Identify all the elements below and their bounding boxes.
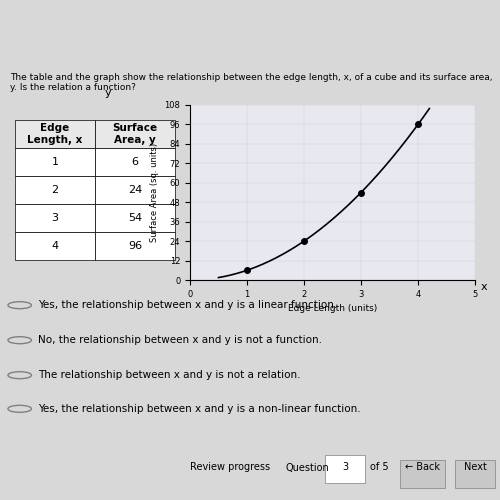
Text: 3: 3	[342, 462, 348, 472]
Text: Yes, the relationship between x and y is a non-linear function.: Yes, the relationship between x and y is…	[38, 404, 361, 414]
Text: Review progress: Review progress	[190, 462, 270, 472]
Bar	[400, 460, 445, 487]
Y-axis label: Surface Area (sq. units): Surface Area (sq. units)	[150, 143, 159, 242]
Text: The table and the graph show the relationship between the edge length, x, of a c: The table and the graph show the relatio…	[10, 73, 492, 92]
X-axis label: Edge Length (units): Edge Length (units)	[288, 304, 377, 314]
Text: Question: Question	[285, 462, 329, 472]
Text: The relationship between x and y is not a relation.: The relationship between x and y is not …	[38, 370, 301, 380]
Text: x: x	[480, 282, 488, 292]
Text: of 5: of 5	[370, 462, 388, 472]
Text: y: y	[104, 88, 111, 98]
Bar	[325, 455, 365, 482]
Bar	[455, 460, 495, 487]
Text: Yes, the relationship between x and y is a linear function.: Yes, the relationship between x and y is…	[38, 300, 338, 310]
Text: ← Back: ← Back	[405, 462, 440, 472]
Text: No, the relationship between x and y is not a function.: No, the relationship between x and y is …	[38, 335, 323, 345]
Text: Next: Next	[464, 462, 486, 472]
